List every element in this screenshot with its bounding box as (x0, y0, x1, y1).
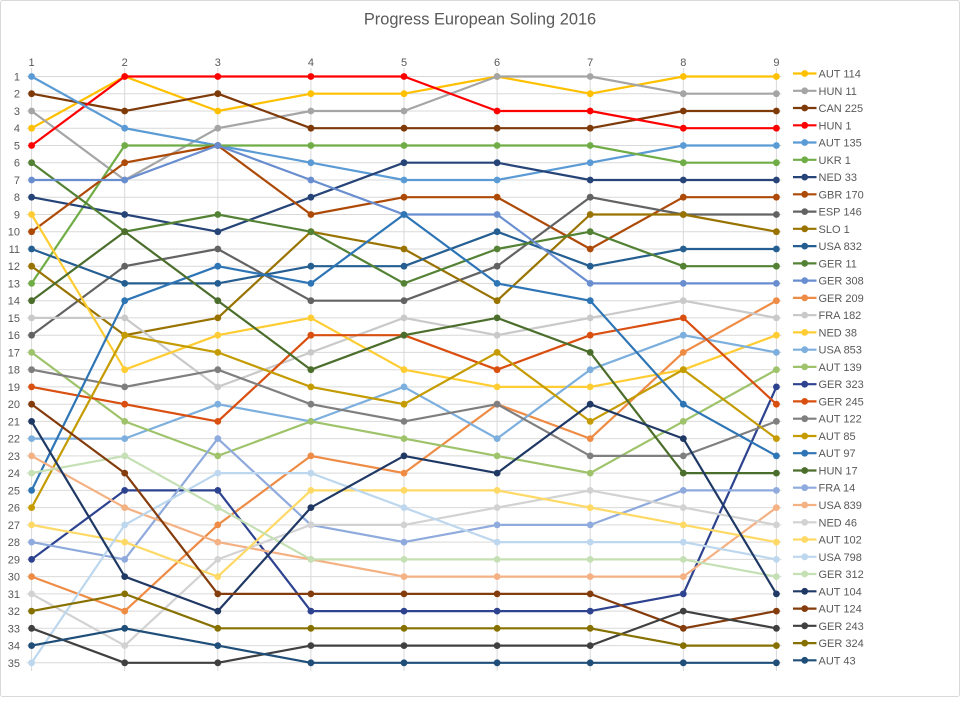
svg-text:32: 32 (8, 606, 20, 618)
svg-text:USA 853: USA 853 (819, 345, 862, 357)
svg-text:25: 25 (8, 485, 20, 497)
svg-text:22: 22 (8, 434, 20, 446)
svg-text:26: 26 (8, 503, 20, 515)
svg-text:HUN 1: HUN 1 (819, 120, 852, 132)
svg-text:FRA 14: FRA 14 (819, 483, 856, 495)
svg-text:5: 5 (14, 141, 20, 153)
svg-text:10: 10 (8, 227, 20, 239)
svg-text:6: 6 (494, 57, 500, 69)
svg-text:AUT 122: AUT 122 (819, 414, 862, 426)
svg-text:6: 6 (14, 158, 20, 170)
svg-text:3: 3 (14, 106, 20, 118)
svg-text:18: 18 (8, 365, 20, 377)
svg-text:NED 33: NED 33 (819, 172, 858, 184)
svg-text:27: 27 (8, 520, 20, 532)
svg-text:9: 9 (14, 210, 20, 222)
svg-text:24: 24 (8, 468, 20, 480)
svg-text:USA 832: USA 832 (819, 241, 862, 253)
svg-text:GER 245: GER 245 (819, 396, 864, 408)
svg-text:9: 9 (773, 57, 779, 69)
svg-text:5: 5 (401, 57, 407, 69)
svg-text:2: 2 (14, 89, 20, 101)
svg-text:33: 33 (8, 623, 20, 635)
svg-text:29: 29 (8, 554, 20, 566)
svg-text:CAN 225: CAN 225 (819, 103, 864, 115)
svg-text:8: 8 (14, 192, 20, 204)
svg-text:FRA 182: FRA 182 (819, 310, 862, 322)
svg-text:23: 23 (8, 451, 20, 463)
svg-text:AUT 43: AUT 43 (819, 655, 856, 667)
svg-text:13: 13 (8, 278, 20, 290)
svg-text:AUT 102: AUT 102 (819, 535, 862, 547)
svg-text:GER 209: GER 209 (819, 293, 864, 305)
svg-text:AUT 97: AUT 97 (819, 448, 856, 460)
svg-text:AUT 104: AUT 104 (819, 586, 862, 598)
svg-text:3: 3 (215, 57, 221, 69)
svg-text:4: 4 (308, 57, 314, 69)
svg-text:GER 312: GER 312 (819, 569, 864, 581)
svg-text:GER 323: GER 323 (819, 379, 864, 391)
svg-text:12: 12 (8, 261, 20, 273)
svg-text:AUT 135: AUT 135 (819, 138, 862, 150)
svg-text:31: 31 (8, 589, 20, 601)
svg-text:GER 243: GER 243 (819, 621, 864, 633)
svg-text:SLO 1: SLO 1 (819, 224, 850, 236)
svg-text:35: 35 (8, 658, 20, 670)
svg-text:GER 11: GER 11 (819, 258, 857, 270)
svg-text:Progress European Soling 2016: Progress European Soling 2016 (364, 11, 596, 29)
svg-text:34: 34 (8, 641, 20, 653)
svg-text:AUT 139: AUT 139 (819, 362, 862, 374)
svg-text:16: 16 (8, 330, 20, 342)
svg-text:15: 15 (8, 313, 20, 325)
svg-text:NED 46: NED 46 (819, 517, 858, 529)
svg-text:USA 839: USA 839 (819, 500, 862, 512)
svg-text:21: 21 (8, 416, 20, 428)
svg-text:8: 8 (680, 57, 686, 69)
svg-text:7: 7 (14, 175, 20, 187)
svg-text:UKR 1: UKR 1 (819, 155, 851, 167)
svg-text:17: 17 (8, 347, 20, 359)
svg-text:7: 7 (587, 57, 593, 69)
svg-text:20: 20 (8, 399, 20, 411)
svg-text:14: 14 (8, 296, 20, 308)
svg-text:ESP 146: ESP 146 (819, 207, 862, 219)
svg-text:USA 798: USA 798 (819, 552, 862, 564)
svg-text:AUT 114: AUT 114 (819, 69, 861, 81)
svg-text:1: 1 (29, 57, 35, 69)
svg-text:1: 1 (14, 72, 20, 84)
svg-text:HUN 11: HUN 11 (819, 86, 857, 98)
svg-text:NED 38: NED 38 (819, 327, 858, 339)
svg-text:AUT 124: AUT 124 (819, 604, 862, 616)
svg-text:GER 308: GER 308 (819, 276, 864, 288)
svg-text:GER 324: GER 324 (819, 638, 864, 650)
svg-text:19: 19 (8, 382, 20, 394)
svg-text:4: 4 (14, 123, 20, 135)
svg-text:30: 30 (8, 572, 20, 584)
svg-text:GBR 170: GBR 170 (819, 189, 864, 201)
svg-text:11: 11 (9, 244, 20, 256)
svg-text:2: 2 (122, 57, 128, 69)
svg-text:HUN 17: HUN 17 (819, 466, 858, 478)
svg-text:AUT 85: AUT 85 (819, 431, 856, 443)
svg-text:28: 28 (8, 537, 20, 549)
